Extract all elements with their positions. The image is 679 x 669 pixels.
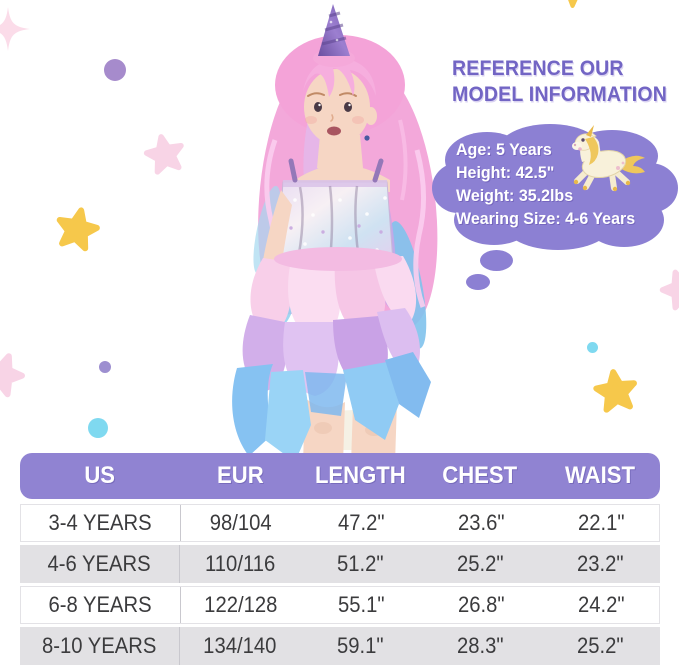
size-table-body: 3-4 YEARS 98/104 47.2" 23.6" 22.1" 4-6 Y…: [20, 504, 660, 668]
thought-bubble-dot: [480, 250, 513, 271]
purple-dot-icon: [104, 59, 126, 81]
cell-waist: 25.2": [576, 633, 624, 658]
pink-star-icon: [0, 342, 35, 409]
thought-bubble-dot: [466, 274, 490, 290]
cell-length: 59.1": [336, 633, 384, 658]
size-table-header: US EUR LENGTH CHEST WAIST: [20, 453, 660, 499]
cell-us: 3-4 YEARS: [21, 505, 181, 541]
cyan-dot-icon: [88, 418, 108, 438]
pink-star-icon: [137, 127, 194, 184]
cell-us: 8-10 YEARS: [20, 627, 180, 665]
cell-eur: 110/116: [204, 551, 276, 576]
column-header-length: LENGTH: [314, 462, 406, 489]
cell-us: 6-8 YEARS: [21, 587, 181, 623]
cell-waist: 24.2": [577, 592, 625, 617]
cell-us: 4-6 YEARS: [20, 545, 180, 583]
model-weight: Weight: 35.2lbs: [456, 187, 574, 205]
cell-chest: 25.2": [456, 551, 504, 576]
cell-chest: 26.8": [457, 592, 505, 617]
cell-eur: 98/104: [210, 510, 272, 535]
cell-length: 47.2": [337, 510, 385, 535]
cell-waist: 22.1": [577, 510, 625, 535]
yellow-star-icon: [548, 0, 599, 17]
yellow-star-icon: [587, 363, 646, 422]
small-purple-dot-icon: [99, 361, 111, 373]
model-wearing-size: Wearing Size: 4-6 Years: [456, 210, 636, 228]
cell-chest: 28.3": [456, 633, 504, 658]
cell-eur: 134/140: [203, 633, 277, 658]
table-row: 4-6 YEARS 110/116 51.2" 25.2" 23.2": [20, 545, 660, 583]
sparkle-icon: [0, 5, 32, 53]
cell-chest: 23.6": [457, 510, 505, 535]
model-age: Age: 5 Years: [456, 141, 552, 159]
unicorn-icon: [552, 124, 652, 196]
section-title-line2: MODEL INFORMATION: [452, 83, 668, 106]
model-height: Height: 42.5": [456, 164, 555, 182]
column-header-eur: EUR: [216, 462, 264, 489]
cyan-dot-icon: [587, 342, 598, 353]
cell-length: 51.2": [336, 551, 384, 576]
table-row: 8-10 YEARS 134/140 59.1" 28.3" 25.2": [20, 627, 660, 665]
column-header-us: US: [84, 462, 116, 489]
table-row: 3-4 YEARS 98/104 47.2" 23.6" 22.1": [20, 504, 660, 542]
column-header-chest: CHEST: [442, 462, 518, 489]
column-header-waist: WAIST: [565, 462, 635, 489]
section-title-line1: REFERENCE OUR: [452, 57, 624, 80]
model-info-text: Age: 5 Years Height: 42.5" Weight: 35.2l…: [456, 139, 665, 231]
cell-waist: 23.2": [576, 551, 624, 576]
model-photo: [145, 0, 475, 464]
cell-eur: 122/128: [204, 592, 278, 617]
section-title: REFERENCE OUR MODEL INFORMATION: [452, 56, 668, 108]
yellow-star-icon: [46, 199, 108, 261]
pink-star-icon: [651, 260, 679, 320]
table-row: 6-8 YEARS 122/128 55.1" 26.8" 24.2": [20, 586, 660, 624]
cell-length: 55.1": [337, 592, 385, 617]
